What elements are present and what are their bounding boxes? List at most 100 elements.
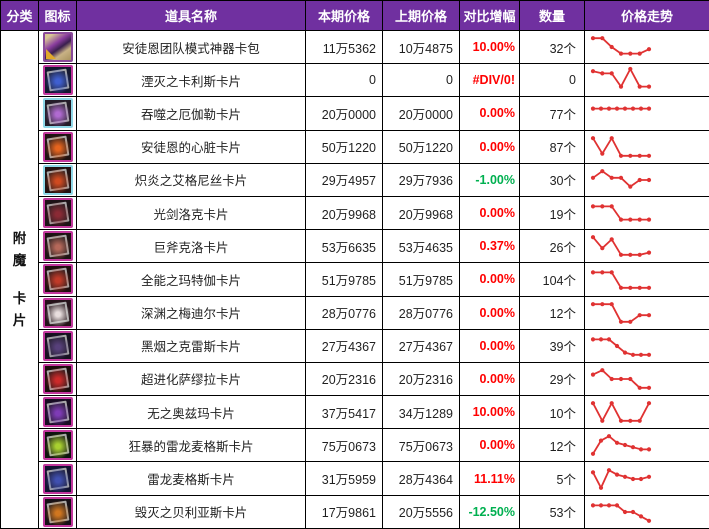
quantity-cell[interactable]: 104个 [519, 262, 585, 297]
price-trend-cell[interactable] [584, 63, 709, 98]
item-icon-cell[interactable] [38, 295, 77, 330]
item-name-cell[interactable]: 黑烟之克雷斯卡片 [76, 328, 306, 363]
previous-price-cell[interactable]: 20万9968 [382, 195, 460, 231]
item-icon-cell[interactable] [38, 195, 77, 231]
previous-price-cell[interactable]: 28万0776 [382, 295, 460, 330]
price-trend-cell[interactable] [584, 129, 709, 164]
price-trend-cell[interactable] [584, 96, 709, 131]
previous-price-cell[interactable]: 75万0673 [382, 428, 460, 463]
change-percent-cell[interactable]: 0.37% [459, 229, 520, 264]
item-name-cell[interactable]: 炽炎之艾格尼丝卡片 [76, 162, 306, 197]
previous-price-cell[interactable]: 10万4875 [382, 29, 460, 65]
current-price-cell[interactable]: 75万0673 [305, 428, 383, 463]
item-icon-cell[interactable] [38, 461, 77, 496]
previous-price-cell[interactable]: 50万1220 [382, 129, 460, 164]
item-icon-cell[interactable] [38, 162, 77, 197]
quantity-cell[interactable]: 87个 [519, 129, 585, 164]
quantity-cell[interactable]: 39个 [519, 328, 585, 363]
change-percent-cell[interactable]: -1.00% [459, 162, 520, 197]
item-name-cell[interactable]: 吞噬之厄伽勒卡片 [76, 96, 306, 131]
change-percent-cell[interactable]: 0.00% [459, 361, 520, 397]
quantity-cell[interactable]: 19个 [519, 195, 585, 231]
current-price-cell[interactable]: 51万9785 [305, 262, 383, 297]
change-percent-cell[interactable]: 0.00% [459, 96, 520, 131]
price-trend-cell[interactable] [584, 29, 709, 65]
header-change-percent[interactable]: 对比增幅 [459, 0, 520, 31]
header-current-price[interactable]: 本期价格 [305, 0, 383, 31]
category-cell[interactable]: 附魔卡片 [0, 30, 39, 529]
item-name-cell[interactable]: 湮灭之卡利斯卡片 [76, 63, 306, 98]
previous-price-cell[interactable]: 51万9785 [382, 262, 460, 297]
item-name-cell[interactable]: 光剑洛克卡片 [76, 195, 306, 231]
item-name-cell[interactable]: 深渊之梅迪尔卡片 [76, 295, 306, 330]
price-trend-cell[interactable] [584, 428, 709, 463]
header-item-name[interactable]: 道具名称 [76, 0, 306, 31]
item-icon-cell[interactable] [38, 29, 77, 65]
previous-price-cell[interactable]: 28万4364 [382, 461, 460, 496]
current-price-cell[interactable]: 20万2316 [305, 361, 383, 397]
price-trend-cell[interactable] [584, 395, 709, 430]
item-icon-cell[interactable] [38, 494, 77, 529]
current-price-cell[interactable]: 28万0776 [305, 295, 383, 330]
item-icon-cell[interactable] [38, 428, 77, 463]
item-icon-cell[interactable] [38, 328, 77, 363]
change-percent-cell[interactable]: 0.00% [459, 328, 520, 363]
item-name-cell[interactable]: 巨斧克洛卡片 [76, 229, 306, 264]
quantity-cell[interactable]: 53个 [519, 494, 585, 529]
change-percent-cell[interactable]: 0.00% [459, 129, 520, 164]
current-price-cell[interactable]: 37万5417 [305, 395, 383, 430]
price-trend-cell[interactable] [584, 295, 709, 330]
current-price-cell[interactable]: 27万4367 [305, 328, 383, 363]
item-icon-cell[interactable] [38, 361, 77, 397]
change-percent-cell[interactable]: 0.00% [459, 428, 520, 463]
header-icon[interactable]: 图标 [38, 0, 77, 31]
current-price-cell[interactable]: 50万1220 [305, 129, 383, 164]
quantity-cell[interactable]: 12个 [519, 295, 585, 330]
price-trend-cell[interactable] [584, 494, 709, 529]
current-price-cell[interactable]: 53万6635 [305, 229, 383, 264]
header-category[interactable]: 分类 [0, 0, 39, 31]
quantity-cell[interactable]: 77个 [519, 96, 585, 131]
current-price-cell[interactable]: 20万9968 [305, 195, 383, 231]
change-percent-cell[interactable]: 0.00% [459, 295, 520, 330]
previous-price-cell[interactable]: 27万4367 [382, 328, 460, 363]
quantity-cell[interactable]: 12个 [519, 428, 585, 463]
change-percent-cell[interactable]: -12.50% [459, 494, 520, 529]
price-trend-cell[interactable] [584, 229, 709, 264]
previous-price-cell[interactable]: 0 [382, 63, 460, 98]
change-percent-cell[interactable]: #DIV/0! [459, 63, 520, 98]
header-quantity[interactable]: 数量 [519, 0, 585, 31]
item-name-cell[interactable]: 雷龙麦格斯卡片 [76, 461, 306, 496]
item-name-cell[interactable]: 安徒恩的心脏卡片 [76, 129, 306, 164]
quantity-cell[interactable]: 30个 [519, 162, 585, 197]
current-price-cell[interactable]: 0 [305, 63, 383, 98]
quantity-cell[interactable]: 0 [519, 63, 585, 98]
current-price-cell[interactable]: 11万5362 [305, 29, 383, 65]
price-trend-cell[interactable] [584, 162, 709, 197]
price-trend-cell[interactable] [584, 461, 709, 496]
previous-price-cell[interactable]: 20万2316 [382, 361, 460, 397]
price-trend-cell[interactable] [584, 328, 709, 363]
header-previous-price[interactable]: 上期价格 [382, 0, 460, 31]
item-icon-cell[interactable] [38, 96, 77, 131]
item-icon-cell[interactable] [38, 63, 77, 98]
item-name-cell[interactable]: 狂暴的雷龙麦格斯卡片 [76, 428, 306, 463]
item-icon-cell[interactable] [38, 395, 77, 430]
change-percent-cell[interactable]: 0.00% [459, 195, 520, 231]
item-name-cell[interactable]: 毁灭之贝利亚斯卡片 [76, 494, 306, 529]
item-name-cell[interactable]: 安徒恩团队模式神器卡包 [76, 29, 306, 65]
current-price-cell[interactable]: 20万0000 [305, 96, 383, 131]
change-percent-cell[interactable]: 10.00% [459, 395, 520, 430]
item-name-cell[interactable]: 全能之玛特伽卡片 [76, 262, 306, 297]
previous-price-cell[interactable]: 34万1289 [382, 395, 460, 430]
item-name-cell[interactable]: 超进化萨缪拉卡片 [76, 361, 306, 397]
item-icon-cell[interactable] [38, 262, 77, 297]
quantity-cell[interactable]: 5个 [519, 461, 585, 496]
quantity-cell[interactable]: 10个 [519, 395, 585, 430]
current-price-cell[interactable]: 31万5959 [305, 461, 383, 496]
item-icon-cell[interactable] [38, 229, 77, 264]
current-price-cell[interactable]: 29万4957 [305, 162, 383, 197]
price-trend-cell[interactable] [584, 195, 709, 231]
previous-price-cell[interactable]: 29万7936 [382, 162, 460, 197]
price-trend-cell[interactable] [584, 361, 709, 397]
